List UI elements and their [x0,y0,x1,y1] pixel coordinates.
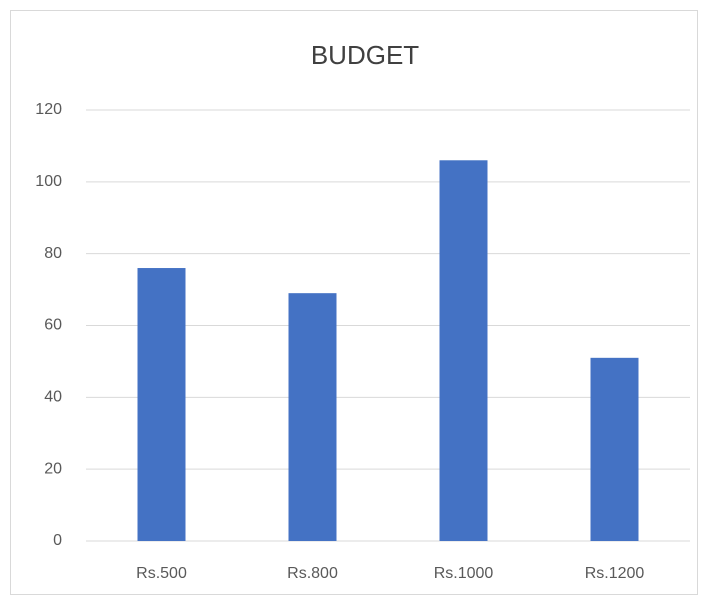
bar [439,160,488,542]
y-tick-label: 120 [35,101,62,118]
y-tick-label: 100 [35,173,62,190]
chart-title: BUDGET [311,40,419,70]
x-tick-label: Rs.1000 [434,565,494,582]
y-tick-label: 40 [44,389,62,406]
y-tick-label: 80 [44,245,62,262]
x-tick-label: Rs.1200 [585,565,645,582]
y-tick-label: 60 [44,317,62,334]
y-tick-label: 0 [53,532,62,549]
y-tick-label: 20 [44,460,62,477]
bar [137,268,186,541]
chart-border [10,10,698,595]
bar [288,293,337,541]
bar [590,357,639,541]
x-tick-label: Rs.500 [136,565,187,582]
x-tick-label: Rs.800 [287,565,338,582]
